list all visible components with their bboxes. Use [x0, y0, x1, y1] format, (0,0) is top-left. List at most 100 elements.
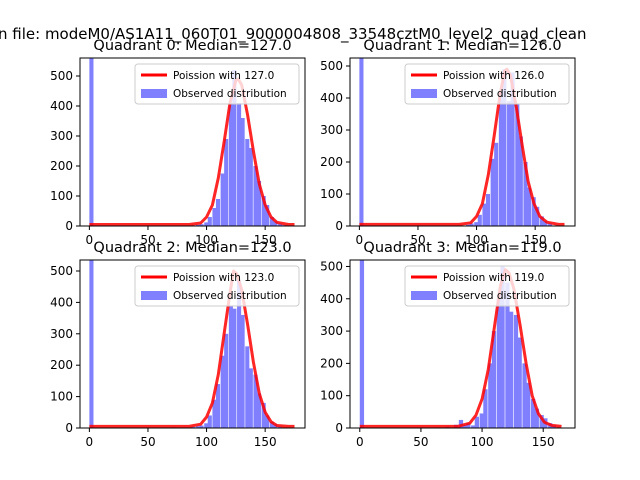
x-tick-label: 100 — [471, 435, 494, 449]
y-tick-label: 300 — [320, 324, 343, 338]
x-tick-label: 50 — [410, 233, 425, 247]
y-tick-label: 100 — [320, 389, 343, 403]
histogram-bar — [466, 423, 471, 428]
histogram-bar — [204, 423, 209, 428]
legend-bar-swatch — [141, 89, 167, 98]
histogram-bar — [477, 214, 482, 226]
histogram-bar — [191, 426, 196, 428]
x-tick-label: 100 — [195, 435, 218, 449]
x-tick-label: 0 — [356, 233, 364, 247]
x-tick-label: 150 — [254, 233, 277, 247]
histogram-bar — [248, 148, 253, 226]
histogram-bars — [89, 260, 291, 428]
legend: Poission with 123.0 Observed distribution — [134, 265, 300, 307]
histogram-bar — [474, 222, 479, 226]
legend: Poission with 119.0 Observed distribution — [404, 265, 570, 307]
histogram-bar — [199, 224, 204, 226]
histogram-bar — [485, 194, 491, 226]
legend-box — [134, 265, 300, 307]
histogram-bar — [248, 368, 253, 428]
subplot-grid: Quadrant 0: Median=127.0 0 50 100 150 0 100 200… — [50, 38, 576, 449]
histogram-bar — [517, 337, 522, 428]
y-tick-label: 100 — [320, 187, 343, 201]
y-tick-label: 500 — [320, 259, 343, 273]
subplot-quadrant-0: Quadrant 0: Median=127.0 0 50 100 150 0 100 200… — [50, 38, 306, 247]
histogram-bar — [199, 425, 204, 428]
histogram-bar — [89, 260, 94, 428]
x-tick-label: 150 — [532, 435, 555, 449]
histogram-bar — [530, 398, 536, 428]
y-tick-label: 500 — [320, 59, 343, 73]
histogram-bar — [207, 217, 212, 226]
histogram-bar — [494, 142, 499, 226]
histogram-bar — [228, 103, 233, 226]
histogram-bar — [479, 413, 484, 428]
histogram-bar — [237, 103, 242, 226]
histogram-bar — [228, 305, 233, 428]
legend-bar-label: Observed distribution — [443, 290, 557, 302]
histogram-bar — [491, 331, 497, 428]
histogram-bar — [269, 421, 274, 428]
histogram-bar — [265, 205, 270, 226]
histogram-bar — [359, 260, 365, 428]
histogram-bar — [220, 173, 225, 226]
histogram-bar — [458, 419, 464, 428]
histogram-bar — [215, 199, 221, 226]
axes-frame — [79, 57, 306, 227]
legend-bar-label: Observed distribution — [173, 290, 287, 302]
histogram-bar — [359, 58, 364, 226]
histogram-bar — [526, 187, 532, 226]
histogram-bar — [482, 203, 487, 226]
subplot-title: Quadrant 1: Median=126.0 — [363, 38, 561, 54]
legend-line-label: Poission with 119.0 — [443, 272, 544, 284]
histogram-bar — [212, 399, 217, 428]
y-tick-label: 0 — [335, 421, 343, 435]
histogram-bar — [523, 162, 528, 226]
histogram-bar — [278, 223, 283, 226]
histogram-bar — [510, 72, 515, 226]
x-tick-label: 150 — [254, 435, 277, 449]
subplot-quadrant-1: Quadrant 1: Median=126.0 0 50 100 150 0 100 200… — [320, 38, 576, 247]
histogram-bar — [207, 415, 212, 428]
histogram-bar — [526, 382, 531, 428]
histogram-bar — [505, 282, 510, 428]
histogram-bar — [500, 266, 505, 428]
x-tick-label: 0 — [86, 233, 94, 247]
histogram-bar — [534, 408, 539, 428]
histogram-bars — [359, 58, 553, 226]
y-tick-label: 300 — [320, 123, 343, 137]
x-tick-label: 100 — [195, 233, 218, 247]
legend: Poission with 126.0 Observed distribution — [404, 63, 570, 105]
y-tick-label: 0 — [65, 421, 73, 435]
histogram-bar — [253, 374, 258, 428]
histogram-bar — [502, 69, 507, 226]
y-tick-label: 300 — [50, 327, 73, 341]
x-tick-label: 50 — [140, 435, 155, 449]
legend-bar-swatch — [141, 291, 167, 300]
legend-bar-swatch — [411, 89, 437, 98]
histogram-bar — [196, 224, 201, 226]
y-tick-label: 500 — [50, 69, 73, 83]
histogram-bar — [204, 222, 209, 226]
y-tick-label: 500 — [50, 264, 73, 278]
histogram-bar — [471, 425, 476, 428]
y-tick-label: 400 — [320, 91, 343, 105]
subplot-quadrant-3: Quadrant 3: Median=119.0 0 50 100 150 0 100 200… — [320, 240, 576, 449]
y-tick-label: 300 — [50, 129, 73, 143]
histogram-bar — [548, 223, 553, 226]
histogram-bar — [196, 426, 201, 428]
histogram-bar — [253, 166, 258, 226]
histogram-bar — [490, 158, 495, 226]
y-tick-label: 200 — [50, 159, 73, 173]
subplot-quadrant-2: Quadrant 2: Median=123.0 0 50 100 150 0 100 200… — [50, 240, 306, 449]
y-tick-label: 400 — [320, 292, 343, 306]
histogram-bar — [513, 314, 519, 428]
histogram-bar — [518, 136, 523, 226]
histogram-bar — [240, 118, 245, 226]
figure-suptitle: n file: modeM0/AS1A11_060T01_9000004808_… — [0, 25, 587, 44]
histogram-bar — [89, 58, 94, 226]
histogram-bar — [522, 363, 527, 428]
y-tick-label: 0 — [65, 219, 73, 233]
x-tick-label: 50 — [140, 233, 155, 247]
